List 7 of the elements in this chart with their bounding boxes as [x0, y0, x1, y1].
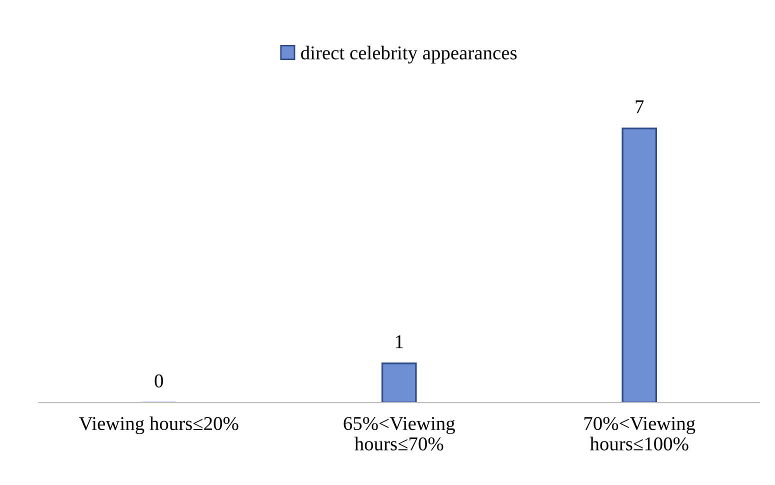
x-tick-label: Viewing hours≤20%	[79, 416, 238, 434]
data-label: 1	[396, 335, 403, 348]
x-tick-label: 70%<Viewing hours≤100%	[584, 416, 696, 451]
legend-label: direct celebrity appearances	[301, 46, 517, 64]
data-label: 7	[636, 100, 644, 114]
x-tick-label: 65%<Viewing hours≤70%	[344, 416, 455, 451]
data-label: 0	[154, 374, 163, 388]
